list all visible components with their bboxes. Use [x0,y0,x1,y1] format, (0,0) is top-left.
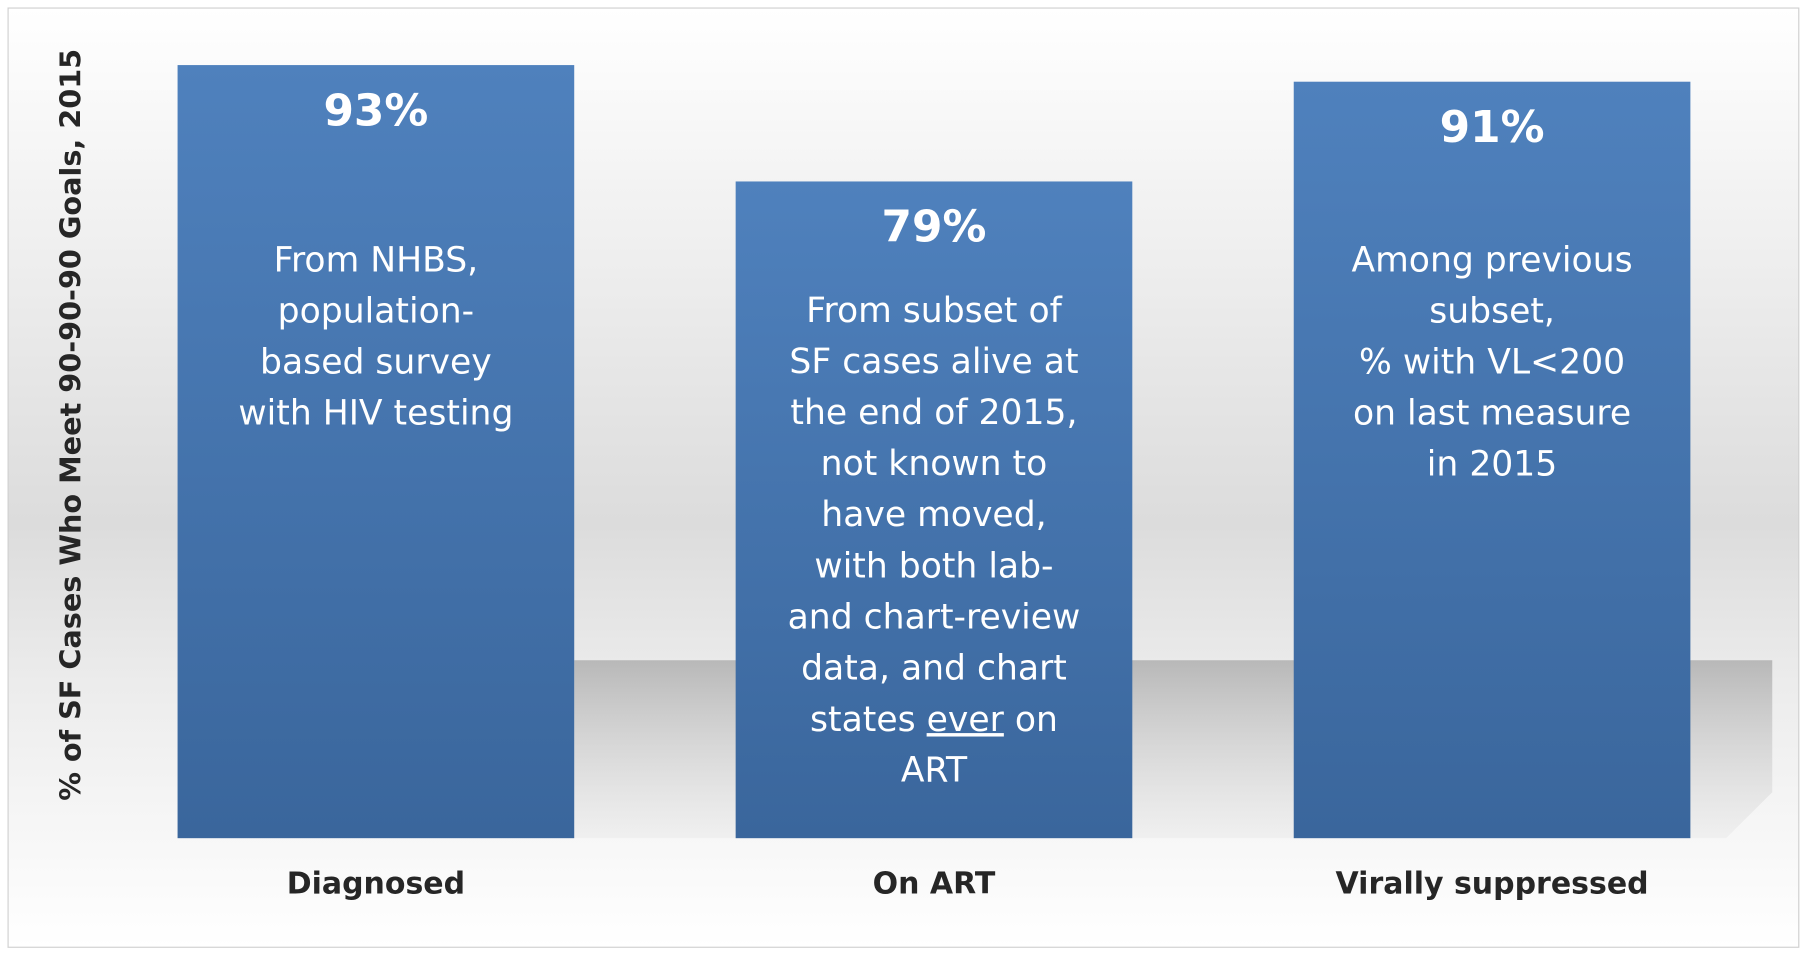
annotation-line: subset, [1429,291,1555,331]
x-tick-label: On ART [873,867,996,902]
annotation-text: on [1004,700,1058,740]
annotation-line: SF cases alive at [789,342,1078,382]
annotation-line: From NHBS, [274,240,479,280]
annotation-line: with HIV testing [238,394,513,434]
value-label: 93% [323,85,428,136]
x-tick-label: Diagnosed [287,867,465,902]
annotation-line: based survey [260,343,492,383]
annotation-line: population- [278,291,474,331]
annotation-text: ever [927,700,1005,740]
value-label: 91% [1440,102,1545,153]
annotation-line: in 2015 [1427,445,1557,485]
annotation-line: Among previous [1351,240,1632,280]
annotation-line: From subset of [806,291,1063,331]
annotation-line: not known to [821,444,1048,484]
bar [177,65,575,839]
annotation-line: and chart-review [788,597,1081,637]
annotation-line: % with VL<200 [1359,343,1625,383]
annotation-line: data, and chart [801,649,1067,689]
value-label: 79% [882,202,987,253]
y-axis-label: % of SF Cases Who Meet 90-90-90 Goals, 2… [54,49,88,801]
bar [735,181,1133,839]
annotation-line: on last measure [1353,394,1631,434]
annotation-line: states ever on [810,700,1058,740]
annotation-line: with both lab- [814,546,1053,586]
annotation-line: have moved, [821,495,1046,535]
annotation-text: states [810,700,927,740]
x-tick-label: Virally suppressed [1336,867,1649,902]
bar [1293,81,1691,839]
annotation-line: the end of 2015, [790,393,1077,433]
annotation-line: ART [901,751,968,791]
